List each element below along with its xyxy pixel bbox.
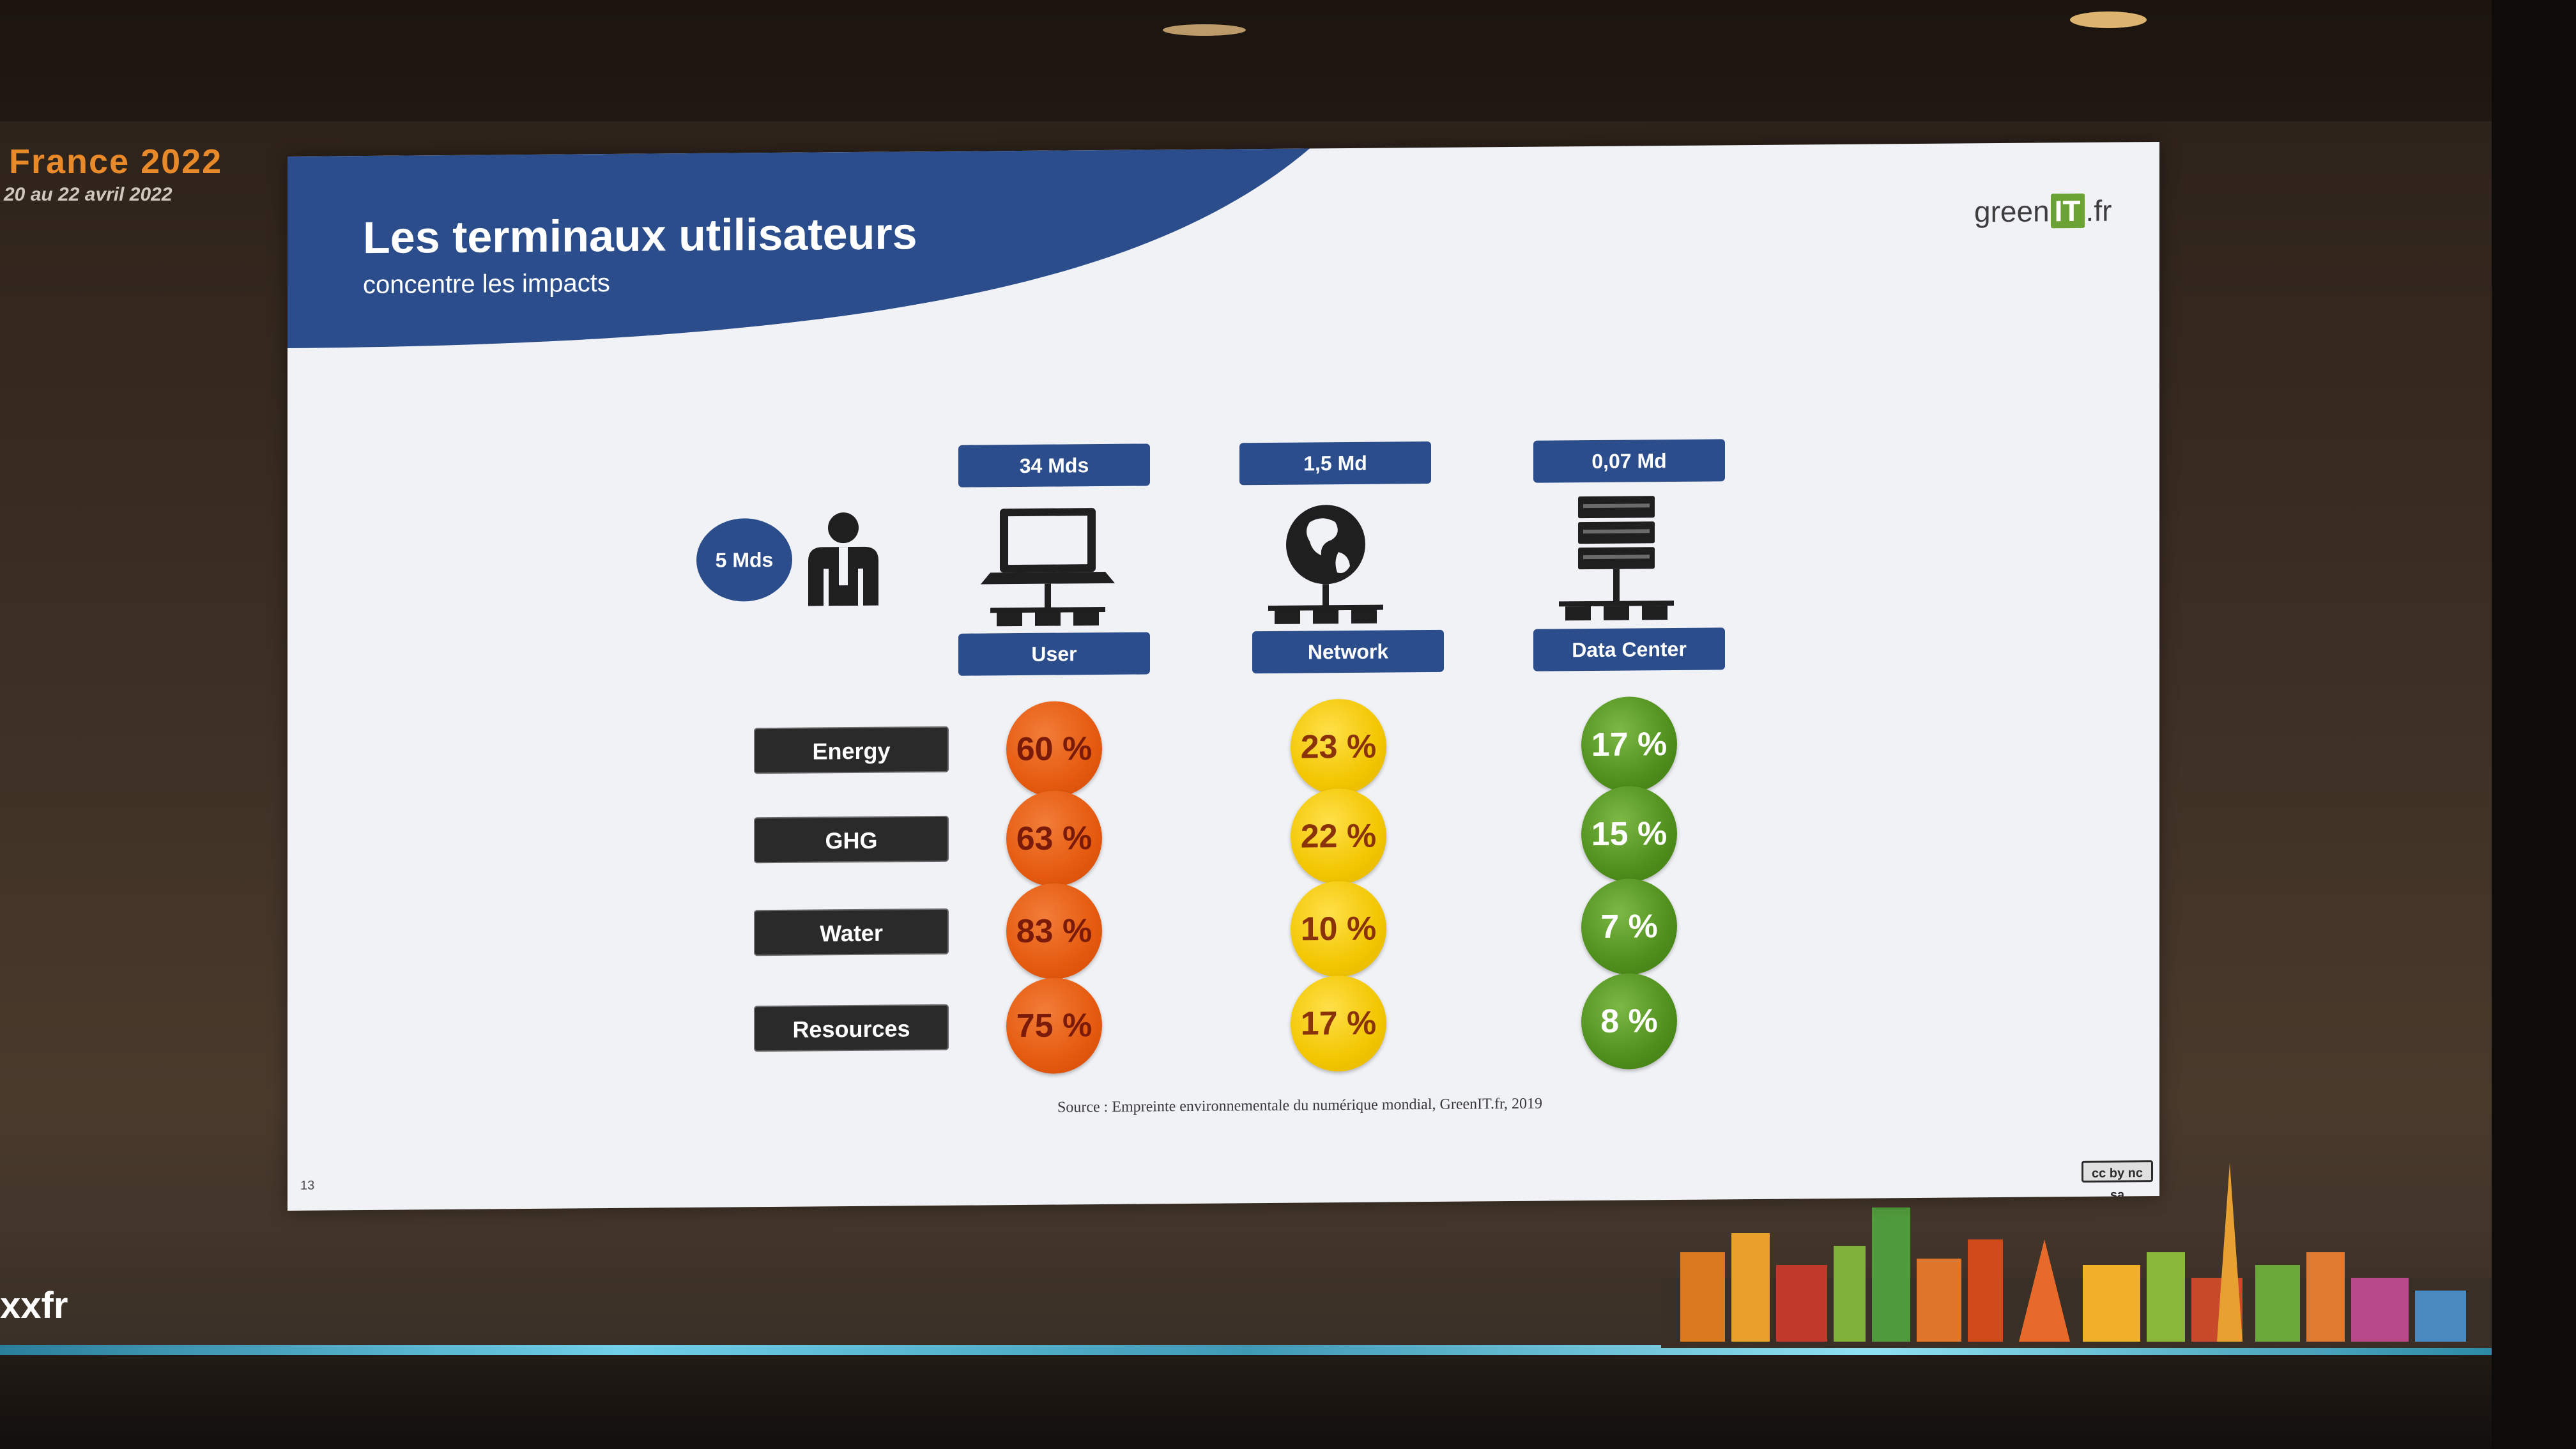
title-banner <box>288 148 1310 348</box>
resources-network-value: 17 % <box>1291 975 1386 1072</box>
network-device-count: 1,5 Md <box>1239 441 1431 486</box>
datacenter-device-count: 0,07 Md <box>1533 439 1725 483</box>
server-rack-icon <box>1559 496 1674 621</box>
source-citation: Source : Empreinte environnementale du n… <box>1057 1095 1543 1116</box>
person-icon <box>808 512 878 606</box>
brand-suffix: .fr <box>2085 194 2112 227</box>
ghg-user-value: 63 % <box>1006 790 1102 887</box>
user-device-count: 34 Mds <box>958 443 1150 487</box>
ghg-network-value: 22 % <box>1291 788 1386 885</box>
license-badge: cc by nc sa <box>2082 1160 2153 1202</box>
row-label-water: Water <box>754 908 949 956</box>
page-number: 13 <box>300 1178 315 1193</box>
tier-label-network: Network <box>1252 629 1444 674</box>
brand-logo: green IT .fr <box>1974 193 2112 229</box>
right-wall <box>2492 0 2576 1449</box>
slide-subtitle: concentre les impacts <box>363 269 610 300</box>
row-label-energy: Energy <box>754 726 949 774</box>
event-dates: 20 au 22 avril 2022 <box>4 184 172 205</box>
city-skyline-illustration <box>1661 1163 2492 1348</box>
event-handle: xxfr <box>0 1285 68 1326</box>
tier-label-user: User <box>958 632 1150 676</box>
resources-user-value: 75 % <box>1006 977 1102 1075</box>
laptop-icon <box>981 508 1115 627</box>
globe-icon <box>1268 505 1383 624</box>
energy-user-value: 60 % <box>1006 700 1102 798</box>
row-label-resources: Resources <box>754 1004 949 1052</box>
ghg-datacenter-value: 15 % <box>1581 785 1677 883</box>
tier-label-data-center: Data Center <box>1533 627 1725 671</box>
ceiling-light <box>1163 24 1246 36</box>
event-name: France 2022 <box>9 142 223 181</box>
ceiling-light <box>2070 12 2147 28</box>
water-datacenter-value: 7 % <box>1581 878 1677 976</box>
slide-title: Les terminaux utilisateurs <box>363 208 917 263</box>
brand-prefix: green <box>1974 194 2050 229</box>
presentation-slide: Les terminaux utilisateurs concentre les… <box>288 141 2159 1211</box>
energy-network-value: 23 % <box>1291 698 1386 795</box>
row-label-ghg: GHG <box>754 815 949 864</box>
users-count-bubble: 5 Mds <box>696 518 792 602</box>
brand-highlight: IT <box>2050 193 2085 229</box>
resources-datacenter-value: 8 % <box>1581 972 1677 1070</box>
water-user-value: 83 % <box>1006 882 1102 980</box>
water-network-value: 10 % <box>1291 880 1386 977</box>
energy-datacenter-value: 17 % <box>1581 696 1677 793</box>
